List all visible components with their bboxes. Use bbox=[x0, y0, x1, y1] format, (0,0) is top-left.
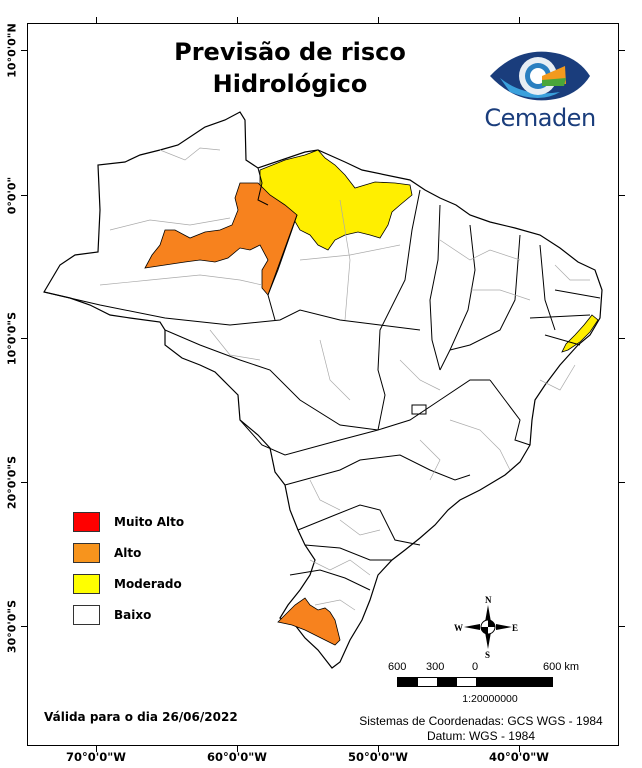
compass-rose-icon: N S W E bbox=[454, 595, 518, 660]
svg-text:W: W bbox=[454, 623, 463, 633]
legend-label: Moderado bbox=[114, 576, 182, 591]
legend-label: Muito Alto bbox=[114, 514, 185, 529]
title-line-1: Previsão de risco bbox=[174, 38, 406, 66]
lon-tick bbox=[519, 746, 520, 752]
region-moderado-para bbox=[259, 149, 413, 251]
cemaden-logo: Cemaden bbox=[480, 46, 600, 136]
lon-label-50w: 50°0'0"W bbox=[348, 750, 408, 764]
lat-tick bbox=[619, 482, 625, 483]
legend-item-alto: Alto bbox=[73, 537, 184, 568]
scale-label-300: 300 bbox=[426, 661, 445, 673]
coordinate-system-line: Sistemas de Coordenadas: GCS WGS - 1984 bbox=[359, 714, 603, 728]
coordinate-system: Sistemas de Coordenadas: GCS WGS - 1984 … bbox=[350, 714, 612, 744]
legend-item-moderado: Moderado bbox=[73, 568, 184, 599]
map-title: Previsão de risco Hidrológico bbox=[150, 36, 430, 100]
legend-item-muito-alto: Muito Alto bbox=[73, 506, 184, 537]
legend: Muito Alto Alto Moderado Baixo bbox=[73, 506, 184, 630]
lat-tick bbox=[619, 50, 625, 51]
eye-logo-icon bbox=[490, 51, 590, 101]
lon-tick bbox=[96, 746, 97, 752]
lat-tick bbox=[619, 338, 625, 339]
region-alto-rs bbox=[277, 597, 341, 646]
legend-label: Alto bbox=[114, 545, 142, 560]
legend-swatch-white bbox=[73, 604, 100, 625]
lon-tick bbox=[237, 17, 238, 23]
state-borders bbox=[43, 167, 601, 591]
lat-tick bbox=[21, 482, 27, 483]
legend-swatch-red bbox=[73, 511, 100, 532]
lat-tick bbox=[21, 50, 27, 51]
title-line-2: Hidrológico bbox=[212, 70, 368, 98]
lon-tick bbox=[237, 746, 238, 752]
lon-tick bbox=[96, 17, 97, 23]
lat-tick bbox=[21, 626, 27, 627]
validity-date: Válida para o dia 26/06/2022 bbox=[44, 710, 238, 724]
svg-text:N: N bbox=[485, 595, 492, 605]
legend-swatch-orange bbox=[73, 542, 100, 563]
lon-label-70w: 70°0'0"W bbox=[66, 750, 126, 764]
scale-label-0: 0 bbox=[472, 661, 479, 673]
logo-text: Cemaden bbox=[484, 104, 596, 132]
svg-text:E: E bbox=[512, 623, 518, 633]
scale-ratio: 1:20000000 bbox=[462, 693, 518, 705]
scale-label-600-left: 600 bbox=[388, 661, 407, 673]
scale-label-600-right: 600 km bbox=[543, 661, 580, 673]
svg-text:S: S bbox=[485, 650, 490, 660]
lon-tick bbox=[519, 17, 520, 23]
lat-tick bbox=[619, 195, 625, 196]
lat-tick bbox=[21, 195, 27, 196]
lon-label-40w: 40°0'0"W bbox=[489, 750, 549, 764]
mesoregion-borders bbox=[99, 147, 590, 611]
datum-line: Datum: WGS - 1984 bbox=[426, 729, 536, 743]
lon-tick bbox=[378, 17, 379, 23]
lon-label-60w: 60°0'0"W bbox=[207, 750, 267, 764]
scale-bar bbox=[397, 677, 553, 687]
legend-item-baixo: Baixo bbox=[73, 599, 184, 630]
legend-label: Baixo bbox=[114, 607, 152, 622]
legend-swatch-yellow bbox=[73, 573, 100, 594]
lat-tick bbox=[21, 338, 27, 339]
lat-tick bbox=[619, 626, 625, 627]
lon-tick bbox=[378, 746, 379, 752]
